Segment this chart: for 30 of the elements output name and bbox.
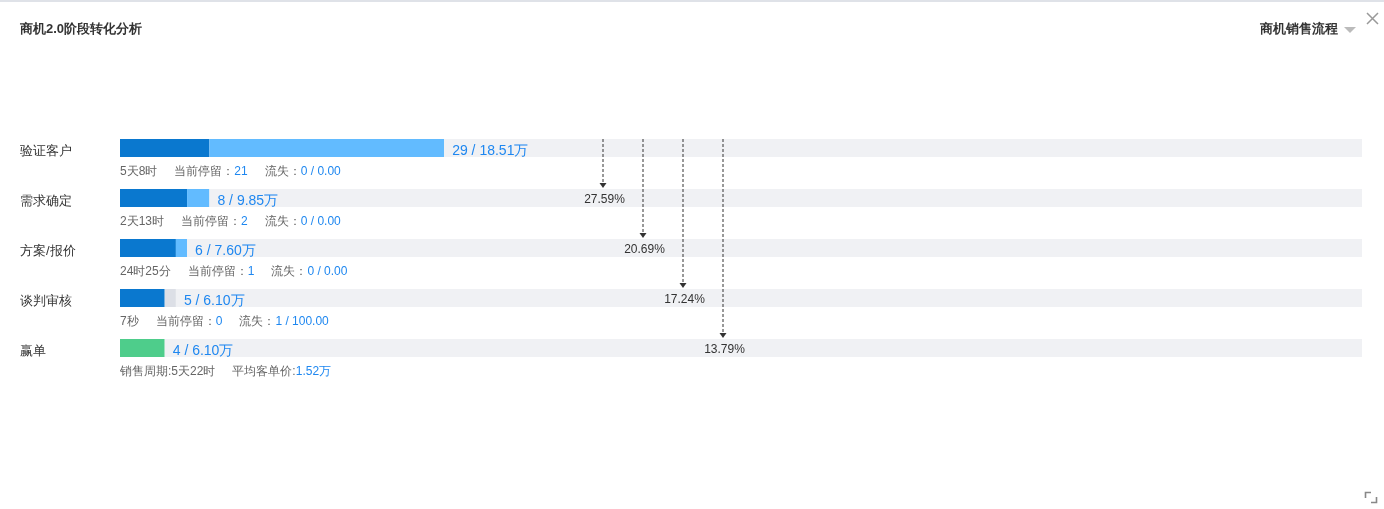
annotation: 平均客单价:1.52万: [232, 364, 332, 378]
annotation: 17.24%: [664, 292, 706, 306]
total-label: 5 / 6.10万: [183, 292, 245, 308]
total-label: 8 / 9.85万: [217, 192, 279, 208]
annotation: 销售周期:5天22时: [119, 364, 216, 378]
annotation: 当前停留：0: [155, 314, 223, 328]
total-label: 29 / 18.51万: [452, 142, 529, 158]
total-label: 4 / 6.10万: [172, 342, 234, 358]
total-label: 6 / 7.60万: [195, 242, 256, 258]
annotation: 20.69%: [624, 242, 666, 256]
annotation: 流失：0 / 0.00: [271, 264, 348, 278]
text: 商机销售流程: [1259, 21, 1338, 36]
chart-title: 商机2.0阶段转化分析: [19, 21, 143, 36]
annotation: 流失：1 / 100.00: [239, 314, 330, 328]
y-tick-label: 验证客户: [20, 142, 72, 158]
y-tick-label: 方案/报价: [20, 242, 76, 258]
annotation: 当前停留：2: [181, 214, 249, 228]
y-tick-label: 需求确定: [20, 192, 72, 208]
annotation: 流失：0 / 0.00: [264, 164, 342, 178]
y-tick-label: 赢单: [20, 342, 46, 358]
annotation: 当前停留：1: [187, 264, 255, 278]
annotation: 27.59%: [584, 192, 626, 206]
annotation: 流失：0 / 0.00: [264, 214, 342, 228]
y-tick-label: 谈判审核: [20, 292, 72, 308]
annotation: 2天13时: [120, 214, 165, 228]
annotation: 13.79%: [704, 342, 746, 356]
annotation: 7秒: [120, 314, 139, 328]
annotation: 24时25分: [120, 264, 171, 278]
annotation: 当前停留：21: [174, 164, 249, 178]
annotation: 5天8时: [120, 164, 158, 178]
